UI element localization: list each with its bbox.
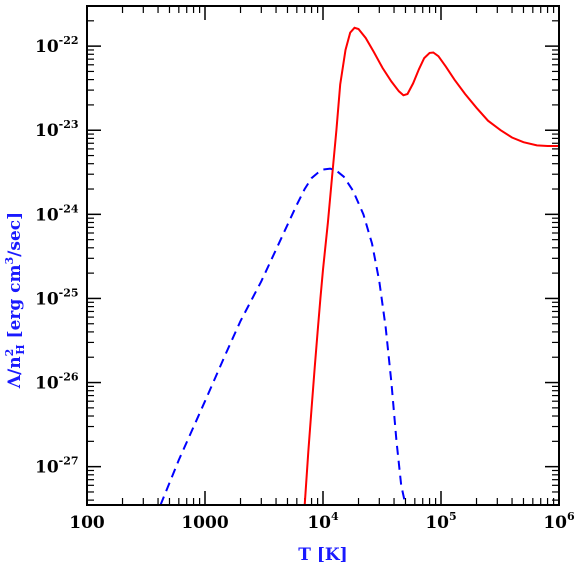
y-tick-label: 10-25 xyxy=(35,286,79,309)
y-axis-label-suffix: [erg cm xyxy=(5,264,25,344)
y-tick-label: 10-26 xyxy=(35,371,79,394)
x-tick-label-exp: 6 xyxy=(567,510,575,523)
x-tick-label-base: 100 xyxy=(69,513,105,533)
y-tick-label-base: 10 xyxy=(35,458,59,478)
y-tick-label-exp: -26 xyxy=(59,371,79,384)
y-axis-label-prefix: Λ/n xyxy=(5,356,25,389)
x-tick-label-base: 10 xyxy=(307,513,331,533)
tick-labels: 100 1000 104 105 10610-2710-2610-2510-2410-2… xyxy=(35,34,575,533)
axis-ticks xyxy=(86,6,560,505)
y-axis-label-sub: H xyxy=(14,344,27,354)
x-tick-label: 104 xyxy=(307,510,339,533)
plot-frame xyxy=(86,5,560,506)
y-tick-label: 10-22 xyxy=(35,34,79,57)
x-tick-label-exp: 4 xyxy=(331,510,339,523)
y-tick-label-base: 10 xyxy=(35,289,59,309)
y-axis-label-sup: 2 xyxy=(3,349,16,357)
y-tick-label-base: 10 xyxy=(35,205,59,225)
y-tick-label-base: 10 xyxy=(35,37,59,57)
x-tick-label: 105 xyxy=(425,510,456,533)
series-line-dashed xyxy=(159,167,407,506)
series-group xyxy=(159,26,559,506)
y-tick-label-exp: -23 xyxy=(59,118,79,131)
x-axis-label: T [K] xyxy=(298,545,347,565)
x-tick-label-base: 10 xyxy=(425,513,449,533)
y-tick-label-exp: -22 xyxy=(59,34,79,47)
y-tick-label: 10-27 xyxy=(35,455,79,478)
y-tick-label-exp: -25 xyxy=(59,286,79,299)
x-tick-label-base: 10 xyxy=(543,513,567,533)
x-tick-label: 100 xyxy=(69,513,105,533)
x-tick-label-exp: 5 xyxy=(449,510,457,523)
y-tick-label-exp: -27 xyxy=(59,455,79,468)
y-tick-label-base: 10 xyxy=(35,374,59,394)
y-axis-label: Λ/n2H [erg cm3/sec] xyxy=(3,212,27,389)
y-tick-label: 10-24 xyxy=(35,202,79,225)
y-axis-label-suffix-end: /sec] xyxy=(5,212,25,257)
y-tick-label-base: 10 xyxy=(35,121,59,141)
x-tick-label: 1000 xyxy=(181,513,228,533)
series-line-solid xyxy=(303,26,559,506)
y-tick-label-exp: -24 xyxy=(59,202,79,215)
x-tick-label: 106 xyxy=(543,510,575,533)
y-axis-label-suffix-sup: 3 xyxy=(3,257,16,265)
x-tick-label-base: 1000 xyxy=(181,513,228,533)
y-tick-label: 10-23 xyxy=(35,118,79,141)
